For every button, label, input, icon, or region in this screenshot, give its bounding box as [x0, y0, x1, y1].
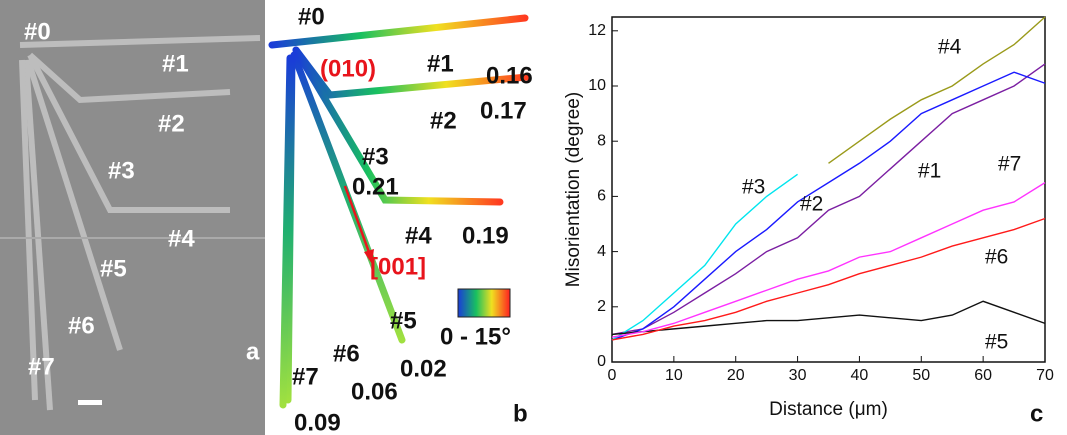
- y-tick-label: 4: [597, 243, 606, 260]
- wire-tag: #1: [162, 50, 189, 77]
- panel-label: b: [513, 400, 528, 427]
- x-tick-label: 50: [912, 367, 930, 384]
- arrow: [343, 185, 372, 256]
- series-line: [611, 217, 1046, 341]
- panel-b: #0 #1 #2 #3 #4 #5 #6 #7 0.16 0.17 0.21 0.19 0.020.06…: [268, 3, 533, 435]
- arrow-head: [364, 249, 374, 264]
- x-axis-label: Distance (μm): [769, 399, 888, 420]
- series-line: [611, 300, 1046, 336]
- plot-frame: [611, 16, 1046, 363]
- series-line: [828, 16, 1046, 164]
- series-line: [611, 71, 1046, 341]
- value-label: 0.06: [351, 378, 398, 405]
- y-tick-label: 12: [588, 22, 606, 39]
- sem-wires: [19, 35, 261, 411]
- x-tick-label: 10: [665, 367, 683, 384]
- wire-tag: #5: [100, 255, 127, 282]
- colorbar: [457, 288, 511, 318]
- plane-label: (010): [320, 55, 376, 82]
- x-tick-label: 70: [1036, 367, 1054, 384]
- value-label: 0.21: [352, 173, 399, 200]
- value-label: 0.19: [462, 222, 509, 249]
- colorbar-label: 0 - 15°: [440, 323, 511, 350]
- value-label: 0.09: [294, 409, 341, 435]
- x-tick-label: 30: [789, 367, 807, 384]
- x-tick-label: 60: [974, 367, 992, 384]
- series-label: #2: [800, 193, 823, 216]
- x-tick-label: 0: [608, 367, 617, 384]
- wire-tag: #7: [292, 363, 319, 390]
- wire-tag: #7: [28, 353, 55, 380]
- series-label: #7: [998, 153, 1021, 176]
- panel-a: #0 #1 #2 #3 #4 #5 #6 #7 a: [0, 0, 265, 435]
- wire-tag: #4: [405, 222, 432, 249]
- x-tick-label: 20: [727, 367, 745, 384]
- y-tick-label: 6: [597, 188, 606, 205]
- value-label: 0.02: [400, 355, 447, 382]
- x-tick-label: 40: [851, 367, 869, 384]
- value-label: 0.17: [480, 97, 527, 124]
- scale-bar: [78, 400, 102, 405]
- y-tick-label: 8: [597, 132, 606, 149]
- y-tick-label: 10: [588, 77, 606, 94]
- panel-c: 0 10 20 30 40 50 60 70 0 2 4 6 8 10 12 Distance (μm) Mis…: [563, 16, 1054, 427]
- direction-label: [001]: [370, 253, 426, 280]
- wire-tag: #3: [108, 157, 135, 184]
- series-label: #3: [742, 176, 765, 199]
- wire-tag: #4: [168, 225, 195, 252]
- series-label: #1: [918, 160, 941, 183]
- wire-tag: #6: [68, 312, 95, 339]
- series-label: #6: [985, 246, 1008, 269]
- wire-tag: #2: [430, 107, 457, 134]
- series-line: [611, 63, 1046, 336]
- panel-label: a: [246, 338, 260, 365]
- series-label: #5: [985, 331, 1008, 354]
- wire-tag: #5: [390, 307, 417, 334]
- series-line: [611, 173, 798, 341]
- wire-tag: #1: [427, 50, 454, 77]
- wire-tag: #6: [333, 340, 360, 367]
- series-label: #4: [938, 36, 962, 59]
- y-tick-label: 2: [597, 298, 606, 315]
- wire-tag: #2: [158, 110, 185, 137]
- wire-tag: #3: [362, 143, 389, 170]
- y-axis-label: Misorientation (degree): [563, 92, 584, 287]
- y-tick-label: 0: [597, 353, 606, 370]
- panel-label: c: [1030, 400, 1043, 427]
- wire-tag: #0: [24, 18, 51, 45]
- value-label: 0.16: [486, 62, 533, 89]
- wire-tag: #0: [298, 3, 325, 30]
- series-line: [611, 182, 1046, 338]
